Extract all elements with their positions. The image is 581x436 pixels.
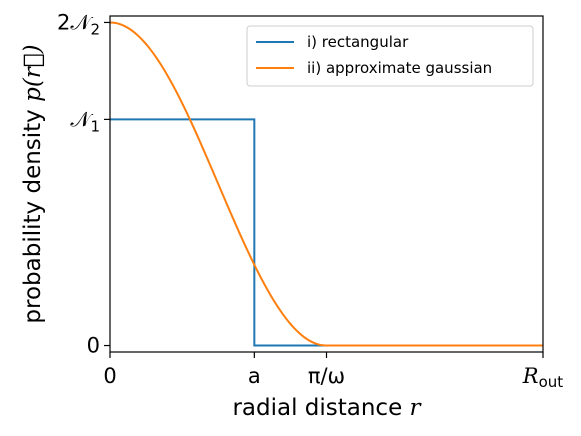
series-layer <box>109 21 543 347</box>
x-axis-label-text: radial distance <box>232 395 409 421</box>
y-axis-label-text: probability density <box>20 102 46 324</box>
series-line-approximate-gaussian <box>109 21 543 347</box>
ticks-layer: 0 a π/ω Rout 0 𝒩1 2𝒩2 <box>57 10 563 391</box>
x-tick-label: a <box>248 364 261 388</box>
y-tick-label-subscript: 2 <box>90 20 100 38</box>
x-tick-label-main: π/ω <box>308 364 345 388</box>
x-tick-label: Rout <box>522 364 563 391</box>
x-tick-label-main: R <box>522 364 539 388</box>
legend-box <box>246 25 534 87</box>
legend-label-rectangular: i) rectangular <box>307 33 409 51</box>
legend: i) rectangular ii) approximate gaussian <box>246 25 534 87</box>
legend-label-approximate-gaussian: ii) approximate gaussian <box>307 59 492 77</box>
y-tick-label-subscript: 1 <box>90 117 100 135</box>
y-axis-label-var: p(r⃗) <box>20 44 46 101</box>
x-axis-label-var: r <box>410 395 423 421</box>
x-tick-label-subscript: out <box>539 373 564 391</box>
y-tick-label: 𝒩1 <box>70 107 100 135</box>
x-tick-label-main: 0 <box>103 364 116 388</box>
y-tick-label: 2𝒩2 <box>57 10 100 38</box>
series-line-rectangular <box>110 118 543 347</box>
y-tick-label-main: 0 <box>87 334 100 358</box>
x-tick-label: 0 <box>103 364 116 388</box>
x-tick-label: π/ω <box>308 364 345 388</box>
y-tick-label: 0 <box>87 334 100 358</box>
y-axis-label: probability density p(r⃗) <box>20 44 46 323</box>
y-tick-label-main: 2𝒩 <box>57 10 93 34</box>
y-tick-label-main: 𝒩 <box>70 107 93 131</box>
x-axis-label: radial distance r <box>232 395 422 421</box>
x-tick-label-main: a <box>248 364 261 388</box>
